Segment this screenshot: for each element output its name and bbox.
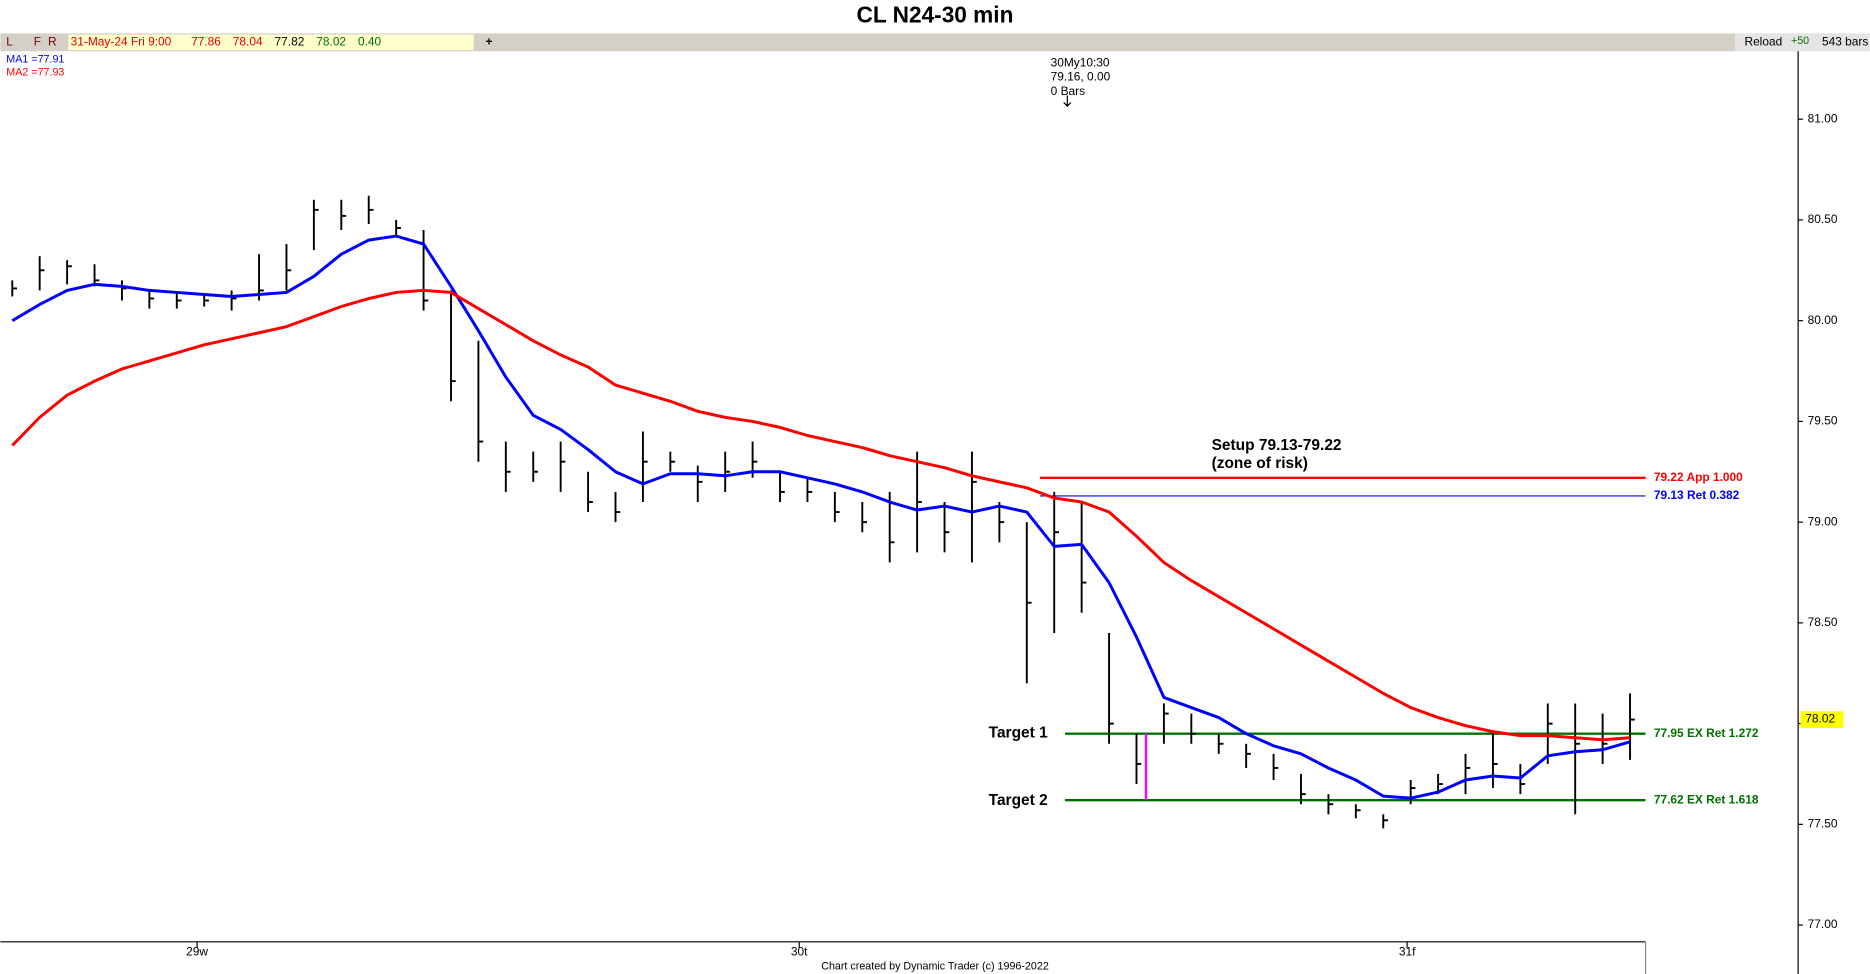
last-price-label: 78.02 [1805, 712, 1835, 726]
last-price-box [1800, 711, 1844, 728]
status-area [1734, 33, 1870, 52]
info-change: 0.40 [358, 34, 382, 48]
level-label: 79.13 Ret 0.382 [1654, 488, 1740, 502]
y-tick-label: 80.00 [1808, 313, 1838, 327]
annotation-arrow [1063, 95, 1072, 107]
y-tick-label: 81.00 [1808, 111, 1838, 125]
footer: Chart created by Dynamic Trader (c) 1996… [821, 961, 1049, 973]
bar-annotation: 0 Bars [1051, 84, 1085, 98]
bar-count: 543 bars [1822, 34, 1868, 48]
bar-annotation: 79.16, 0.00 [1051, 70, 1111, 84]
reload-button[interactable]: Reload [1744, 34, 1782, 48]
info-date: 31-May-24 Fri 9:00 [71, 34, 172, 48]
setup-label: Setup 79.13-79.22 [1212, 437, 1342, 454]
y-tick-label: 80.50 [1808, 212, 1838, 226]
button[interactable]: R [48, 34, 57, 48]
bar-annotation: 30My10:30 [1051, 55, 1110, 69]
moving-average [11, 234, 1631, 800]
x-tick-label: 31f [1399, 945, 1416, 959]
button[interactable]: L [6, 34, 13, 48]
moving-average [11, 288, 1631, 742]
x-tick-label: 29w [186, 945, 208, 959]
chart-title: CL N24-30 min [857, 2, 1014, 28]
expand-button[interactable]: + [486, 34, 493, 48]
ma1-label: MA1 =77.91 [6, 53, 64, 65]
y-tick-label: 79.50 [1808, 414, 1838, 428]
level-label: 77.95 EX Ret 1.272 [1654, 726, 1759, 740]
info-close: 78.02 [316, 34, 346, 48]
level-label: 79.22 App 1.000 [1654, 470, 1743, 484]
info-open: 77.86 [191, 34, 221, 48]
y-tick-label: 79.00 [1808, 514, 1838, 528]
x-tick-label: 30t [791, 945, 808, 959]
target-label: Target 2 [989, 792, 1048, 809]
y-tick-label: 78.50 [1808, 615, 1838, 629]
setup-label: (zone of risk) [1212, 455, 1308, 472]
info-high: 78.04 [233, 34, 263, 48]
ma2-label: MA2 =77.93 [6, 67, 64, 79]
level-label: 77.62 EX Ret 1.618 [1654, 792, 1759, 806]
info-low: 77.82 [275, 34, 305, 48]
info-field [68, 34, 474, 51]
target-label: Target 1 [989, 724, 1048, 741]
y-tick-label: 77.50 [1808, 817, 1838, 831]
y-tick-label: 77.00 [1808, 917, 1838, 931]
plus-button[interactable]: +50 [1791, 35, 1809, 47]
button[interactable]: F [34, 34, 41, 48]
